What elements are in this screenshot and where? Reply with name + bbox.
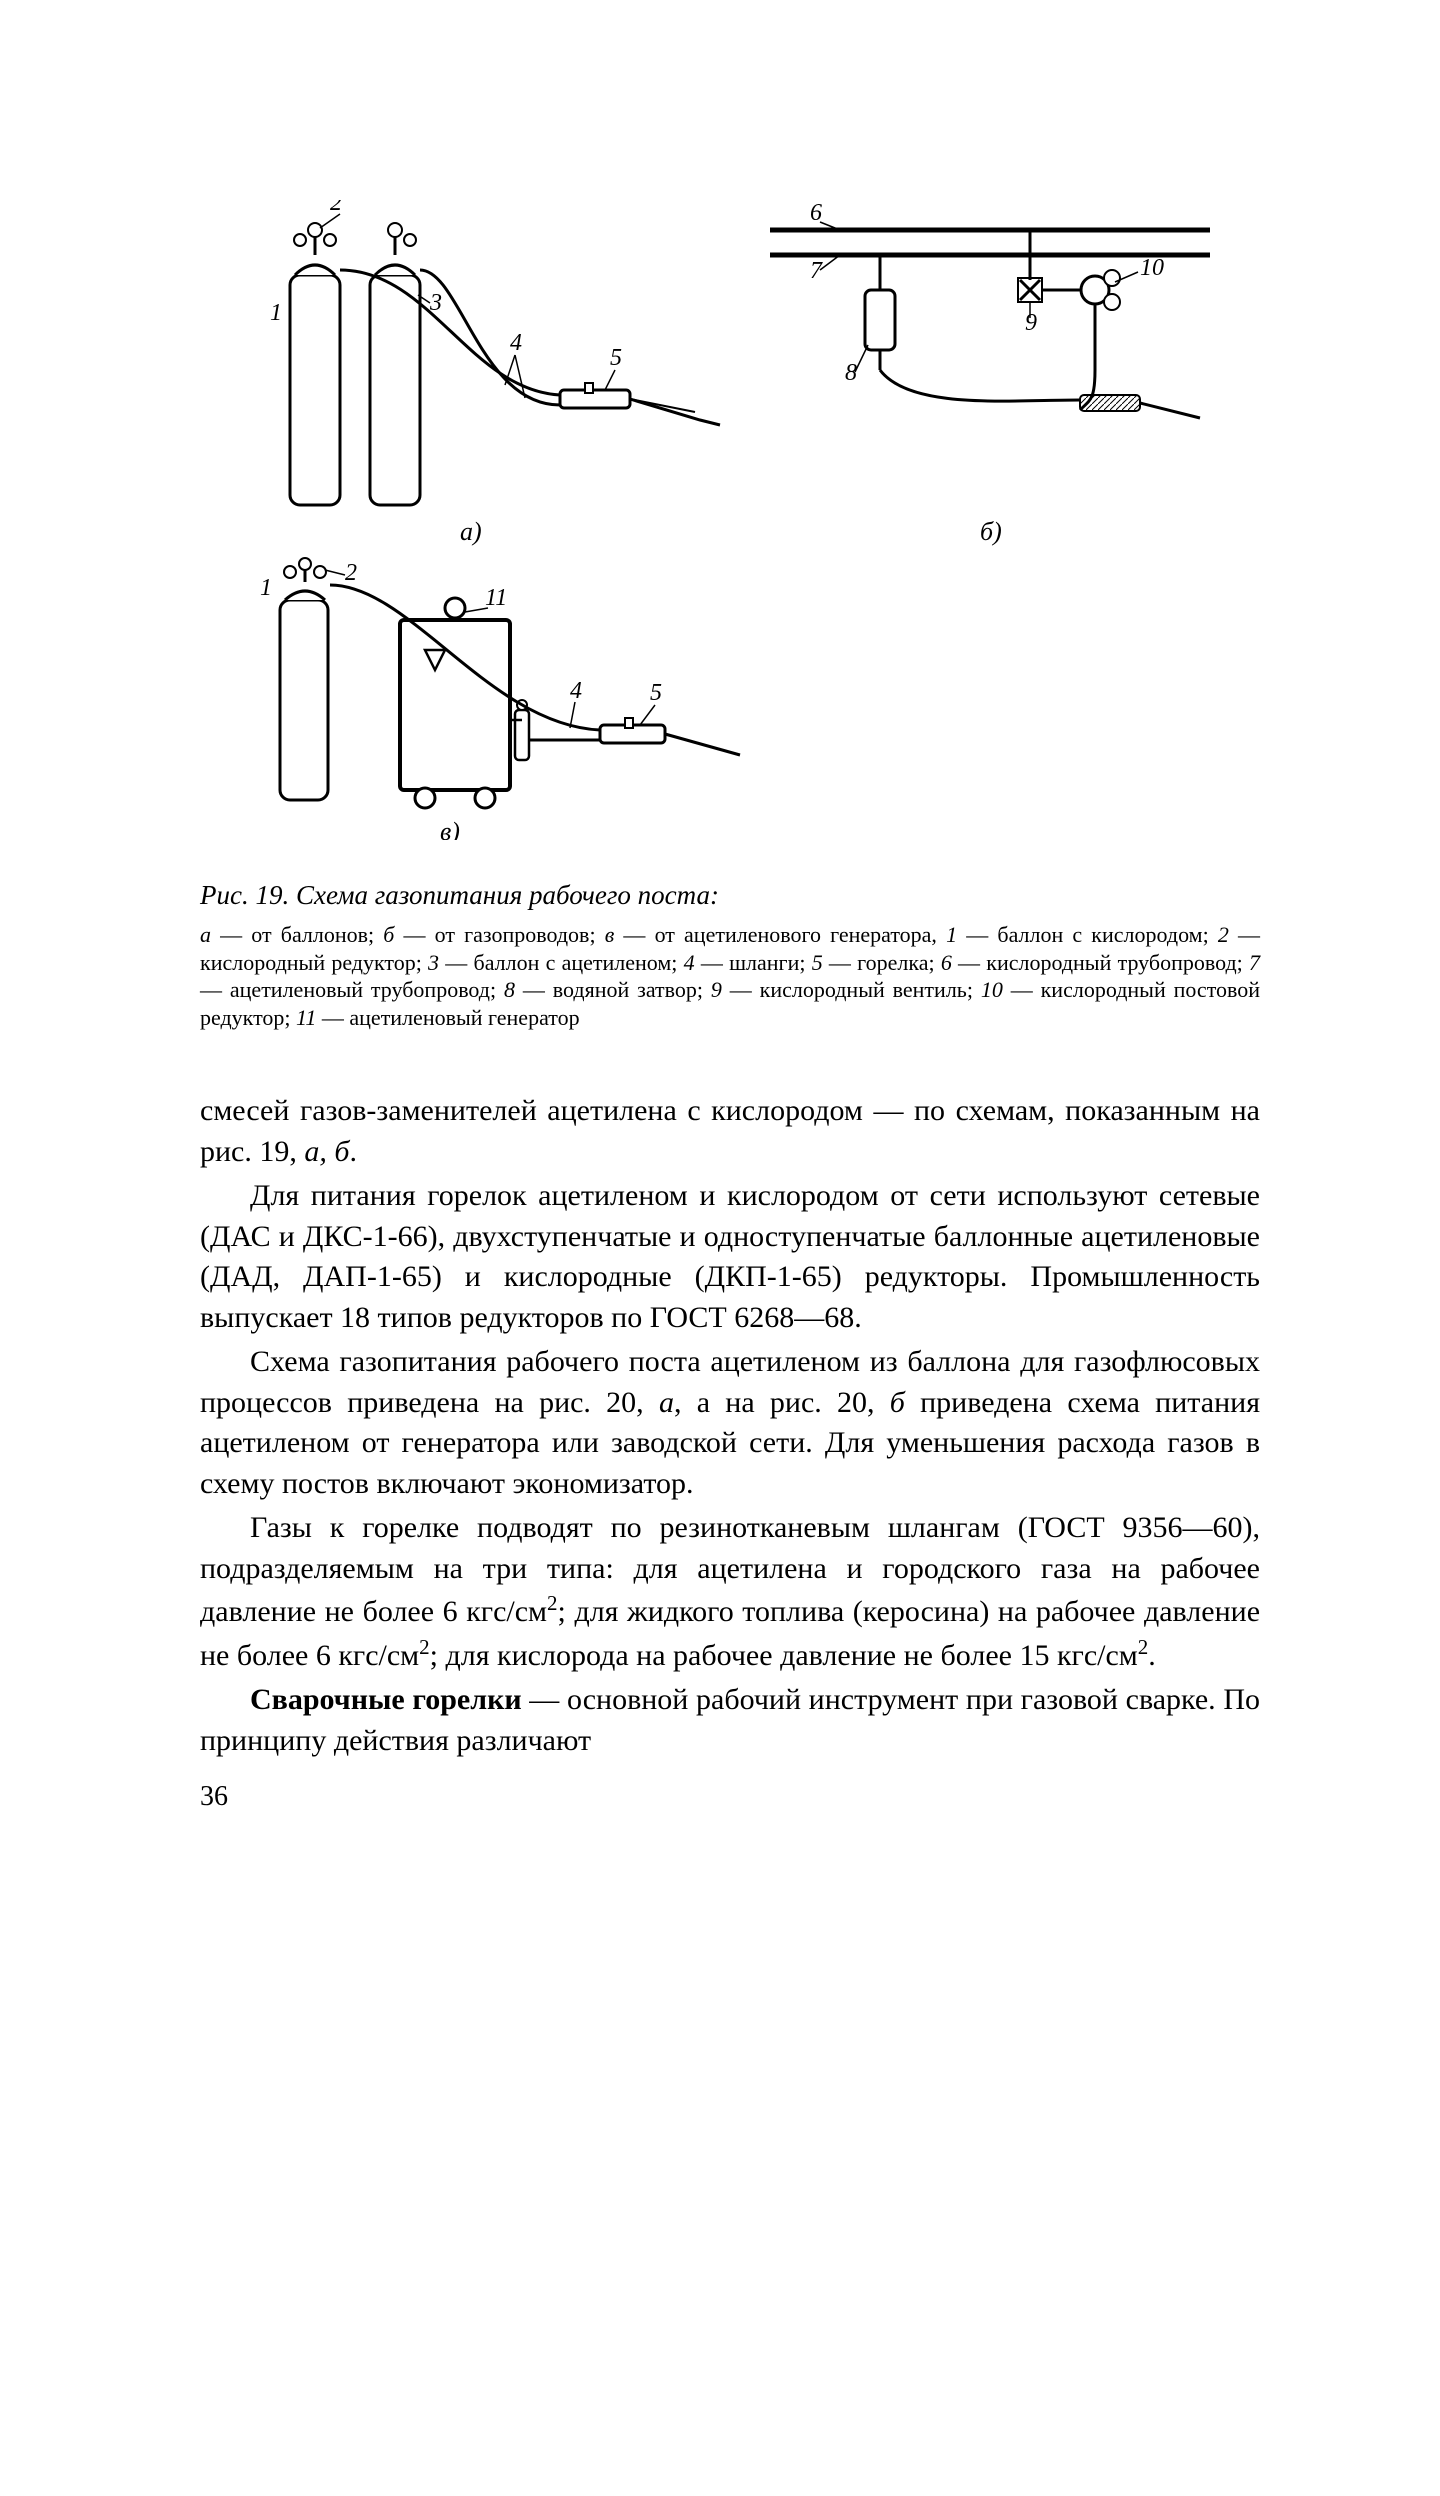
panel-label-a: а) [460,517,482,546]
paragraph-3: Схема газопитания рабочего поста ацетиле… [200,1342,1260,1504]
panel-a: 1 2 3 4 5 а) [270,200,720,546]
post-regulator [1081,270,1120,370]
panel-label-v: в) [440,817,460,840]
label-1a: 1 [270,300,282,326]
torch-a [560,383,720,425]
label-3a: 3 [429,290,442,316]
figure-19: 1 2 3 4 5 а) [200,200,1260,840]
label-5a: 5 [610,345,622,371]
label-10: 10 [1140,255,1164,281]
paragraph-4: Газы к горелке подводят по резинотканевы… [200,1508,1260,1676]
paragraph-5: Сварочные горелки — основной рабочий инс… [200,1680,1260,1761]
label-4v: 4 [570,678,582,704]
label-4a: 4 [510,330,522,356]
label-9: 9 [1025,310,1037,336]
panel-label-b: б) [980,517,1002,546]
label-7: 7 [810,258,823,284]
torch-b [1080,395,1200,418]
water-lock [865,290,895,370]
panel-b: 6 7 8 9 10 б) [770,200,1210,546]
cylinder-acetylene [370,223,420,505]
page: 1 2 3 4 5 а) [0,0,1440,1913]
label-2v: 2 [345,560,357,586]
label-8: 8 [845,360,857,386]
label-11: 11 [485,585,507,611]
label-5v: 5 [650,680,662,706]
figure-caption-legend: а — от баллонов; б — от газопроводов; в … [200,921,1260,1031]
torch-v [600,718,740,755]
body-text: смесей газов-заменителей ацетилена с кис… [200,1091,1260,1761]
oxygen-valve [1018,230,1080,302]
panel-v: 1 2 11 4 5 в) [260,558,740,840]
page-number: 36 [200,1781,1260,1813]
paragraph-2: Для питания горелок ацетиленом и кислоро… [200,1176,1260,1338]
cylinder-oxygen-v [280,558,328,800]
label-1v: 1 [260,575,272,601]
label-2a: 2 [330,200,342,216]
paragraph-1: смесей газов-заменителей ацетилена с кис… [200,1091,1260,1172]
figure-svg: 1 2 3 4 5 а) [230,200,1230,840]
cylinder-oxygen [290,223,340,505]
figure-caption-title: Рис. 19. Схема газопитания рабочего пост… [200,880,1260,911]
